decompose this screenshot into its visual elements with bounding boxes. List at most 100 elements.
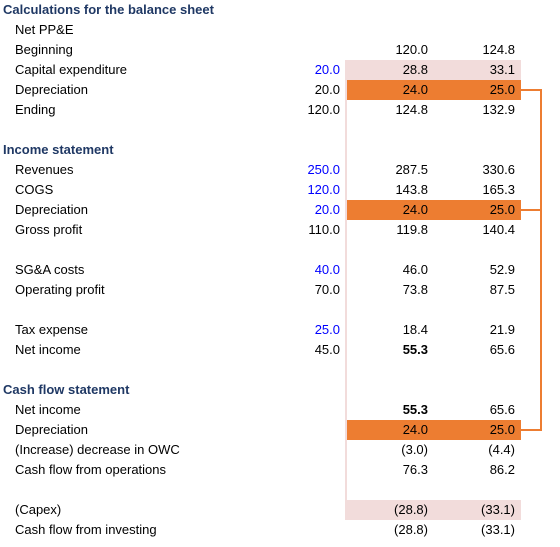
row-sga: SG&A costs 40.0 46.0 52.9	[0, 260, 560, 280]
cell-input[interactable]: 20.0	[314, 62, 340, 77]
row-capex-cf: (Capex) (28.8) (33.1)	[0, 500, 560, 520]
row-label: SG&A costs	[15, 262, 85, 277]
row-label: Cash flow from investing	[15, 522, 157, 537]
row-cogs: COGS 120.0 143.8 165.3	[0, 180, 560, 200]
cell-input[interactable]: 40.0	[314, 262, 340, 277]
section-cash-flow: Cash flow statement	[0, 380, 560, 400]
row-depreciation-bs: Depreciation 20.0 24.0 25.0	[0, 80, 560, 100]
cell-year1[interactable]: (3.0)	[401, 442, 428, 457]
depreciation-highlight-bs	[345, 80, 521, 100]
cell-year1[interactable]: 120.0	[395, 42, 428, 57]
cell-year2[interactable]: 86.2	[489, 462, 515, 477]
cell-year2[interactable]: 65.6	[489, 402, 515, 417]
row-gross-profit: Gross profit 110.0 119.8 140.4	[0, 220, 560, 240]
row-label: Capital expenditure	[15, 62, 128, 77]
cell-input[interactable]: 70.0	[314, 282, 340, 297]
cell-input[interactable]: 250.0	[307, 162, 340, 177]
depreciation-highlight-cf	[345, 420, 521, 440]
depreciation-highlight-is	[345, 200, 521, 220]
cell-year1[interactable]: 124.8	[395, 102, 428, 117]
cell-year1[interactable]: 46.0	[402, 262, 428, 277]
row-label: Tax expense	[15, 322, 88, 337]
cell-year2[interactable]: 65.6	[489, 342, 515, 357]
depreciation-connector-top	[521, 89, 542, 91]
row-label: COGS	[15, 182, 54, 197]
cell-year1[interactable]: 119.8	[396, 222, 428, 237]
cell-year1[interactable]: 55.3	[402, 342, 428, 357]
cell-year2[interactable]: 25.0	[489, 82, 515, 97]
cell-year1[interactable]: 24.0	[402, 82, 428, 97]
row-label: Gross profit	[15, 222, 83, 237]
cell-year1[interactable]: (28.8)	[394, 522, 428, 537]
cell-year2[interactable]: (4.4)	[488, 442, 515, 457]
row-capex: Capital expenditure 20.0 28.8 33.1	[0, 60, 560, 80]
row-revenues: Revenues 250.0 287.5 330.6	[0, 160, 560, 180]
section-balance-sheet: Calculations for the balance sheet	[0, 0, 560, 20]
row-label: Depreciation	[15, 202, 88, 217]
cell-year2[interactable]: 140.4	[482, 222, 515, 237]
capex-connector-line	[345, 60, 347, 520]
row-label: Beginning	[15, 42, 73, 57]
capex-highlight	[345, 60, 521, 80]
cell-year1[interactable]: 55.3	[402, 402, 428, 417]
cell-year1[interactable]: (28.8)	[394, 502, 428, 517]
row-label: Net income	[15, 342, 81, 357]
depreciation-connector-mid	[521, 209, 542, 211]
section-income-statement: Income statement	[0, 140, 560, 160]
row-tax-expense: Tax expense 25.0 18.4 21.9	[0, 320, 560, 340]
row-operating-profit: Operating profit 70.0 73.8 87.5	[0, 280, 560, 300]
cell-input[interactable]: 120.0	[307, 182, 340, 197]
cell-year2[interactable]: 87.5	[489, 282, 515, 297]
row-label: Cash flow from operations	[15, 462, 167, 477]
cell-input[interactable]: 120.0	[307, 102, 340, 117]
cell-year2[interactable]: 25.0	[489, 202, 515, 217]
cell-input[interactable]: 45.0	[314, 342, 340, 357]
section-title: Calculations for the balance sheet	[3, 2, 214, 17]
cell-year2[interactable]: (33.1)	[481, 502, 515, 517]
row-label: Operating profit	[15, 282, 105, 297]
row-label: Net income	[15, 402, 81, 417]
row-cfo: Cash flow from operations 76.3 86.2	[0, 460, 560, 480]
row-depreciation-cf: Depreciation 24.0 25.0	[0, 420, 560, 440]
row-net-income-is: Net income 45.0 55.3 65.6	[0, 340, 560, 360]
cell-year2[interactable]: 21.9	[489, 322, 515, 337]
row-depreciation-is: Depreciation 20.0 24.0 25.0	[0, 200, 560, 220]
row-ending: Ending 120.0 124.8 132.9	[0, 100, 560, 120]
row-net-ppe: Net PP&E	[0, 20, 560, 40]
row-cfi: Cash flow from investing (28.8) (33.1)	[0, 520, 560, 540]
cell-year2[interactable]: (33.1)	[481, 522, 515, 537]
row-owc: (Increase) decrease in OWC (3.0) (4.4)	[0, 440, 560, 460]
cell-year2[interactable]: 132.9	[482, 102, 515, 117]
cell-year1[interactable]: 24.0	[402, 422, 428, 437]
row-label: Depreciation	[15, 82, 88, 97]
cell-year2[interactable]: 25.0	[489, 422, 515, 437]
cell-year1[interactable]: 143.8	[395, 182, 428, 197]
cell-year2[interactable]: 165.3	[482, 182, 515, 197]
cell-input[interactable]: 25.0	[314, 322, 340, 337]
capex-highlight-cf	[345, 500, 521, 520]
cell-year2[interactable]: 124.8	[482, 42, 515, 57]
cell-year2[interactable]: 52.9	[489, 262, 515, 277]
row-label: (Increase) decrease in OWC	[15, 442, 180, 457]
row-beginning: Beginning 120.0 124.8	[0, 40, 560, 60]
cell-input[interactable]: 20.0	[314, 202, 340, 217]
cell-year1[interactable]: 76.3	[402, 462, 428, 477]
cell-year1[interactable]: 24.0	[402, 202, 428, 217]
depreciation-connector-line	[540, 89, 542, 431]
cell-input[interactable]: 20.0	[314, 82, 340, 97]
cell-year2[interactable]: 33.1	[489, 62, 515, 77]
cell-input[interactable]: 110.0	[308, 222, 340, 237]
cell-year1[interactable]: 18.4	[402, 322, 428, 337]
row-net-income-cf: Net income 55.3 65.6	[0, 400, 560, 420]
section-title: Income statement	[3, 142, 114, 157]
cell-year2[interactable]: 330.6	[482, 162, 515, 177]
cell-year1[interactable]: 287.5	[395, 162, 428, 177]
row-label: Revenues	[15, 162, 74, 177]
section-title: Cash flow statement	[3, 382, 130, 397]
cell-year1[interactable]: 73.8	[402, 282, 428, 297]
row-label: (Capex)	[15, 502, 62, 517]
cell-year1[interactable]: 28.8	[402, 62, 428, 77]
row-label: Depreciation	[15, 422, 88, 437]
row-label: Net PP&E	[15, 22, 74, 37]
depreciation-connector-bottom	[521, 429, 542, 431]
